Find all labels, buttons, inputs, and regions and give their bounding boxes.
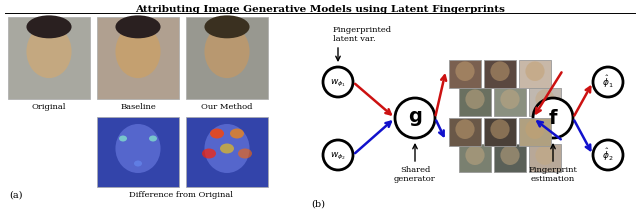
Circle shape <box>323 67 353 97</box>
FancyBboxPatch shape <box>449 118 481 146</box>
Text: $\hat{\phi}_2$: $\hat{\phi}_2$ <box>602 147 614 163</box>
Ellipse shape <box>115 25 161 78</box>
Ellipse shape <box>536 89 555 109</box>
Text: Fingerprint
estimation: Fingerprint estimation <box>529 166 577 183</box>
FancyBboxPatch shape <box>484 60 516 88</box>
FancyBboxPatch shape <box>186 17 268 99</box>
Circle shape <box>593 140 623 170</box>
Ellipse shape <box>210 128 224 138</box>
FancyBboxPatch shape <box>484 118 516 146</box>
Text: $\mathbf{f}$: $\mathbf{f}$ <box>548 110 558 128</box>
FancyBboxPatch shape <box>494 88 526 116</box>
FancyBboxPatch shape <box>519 118 551 146</box>
Ellipse shape <box>525 61 545 81</box>
FancyBboxPatch shape <box>459 144 491 172</box>
Ellipse shape <box>238 148 252 158</box>
FancyBboxPatch shape <box>529 144 561 172</box>
FancyBboxPatch shape <box>186 117 268 187</box>
Ellipse shape <box>456 119 475 139</box>
Ellipse shape <box>204 124 250 173</box>
Circle shape <box>395 98 435 138</box>
Ellipse shape <box>134 161 142 166</box>
Circle shape <box>323 140 353 170</box>
Text: Difference from Original: Difference from Original <box>129 191 233 199</box>
Text: Original: Original <box>32 103 67 111</box>
Circle shape <box>533 98 573 138</box>
FancyBboxPatch shape <box>8 17 90 99</box>
Text: Baseline: Baseline <box>120 103 156 111</box>
FancyBboxPatch shape <box>519 60 551 88</box>
FancyBboxPatch shape <box>494 144 526 172</box>
FancyBboxPatch shape <box>459 88 491 116</box>
Text: Attributing Image Generative Models using Latent Fingerprints: Attributing Image Generative Models usin… <box>135 5 505 14</box>
Ellipse shape <box>115 124 161 173</box>
Ellipse shape <box>204 15 250 38</box>
Ellipse shape <box>465 89 484 109</box>
Ellipse shape <box>500 89 520 109</box>
Ellipse shape <box>465 145 484 165</box>
Ellipse shape <box>220 143 234 153</box>
Text: (b): (b) <box>311 200 325 209</box>
Ellipse shape <box>536 145 555 165</box>
Text: $\mathbf{g}$: $\mathbf{g}$ <box>408 110 422 128</box>
FancyBboxPatch shape <box>97 17 179 99</box>
Ellipse shape <box>500 145 520 165</box>
Ellipse shape <box>456 61 475 81</box>
Ellipse shape <box>490 119 509 139</box>
Text: (a): (a) <box>9 191 23 200</box>
Ellipse shape <box>115 15 161 38</box>
Ellipse shape <box>26 15 72 38</box>
Ellipse shape <box>490 61 509 81</box>
Ellipse shape <box>204 25 250 78</box>
Text: Fingerprinted
latent var.: Fingerprinted latent var. <box>333 26 392 43</box>
Text: Shared
generator: Shared generator <box>394 166 436 183</box>
FancyBboxPatch shape <box>529 88 561 116</box>
Ellipse shape <box>149 135 157 141</box>
Ellipse shape <box>26 25 72 78</box>
Circle shape <box>593 67 623 97</box>
FancyBboxPatch shape <box>97 117 179 187</box>
Ellipse shape <box>230 128 244 138</box>
Text: Our Method: Our Method <box>201 103 253 111</box>
Ellipse shape <box>202 148 216 158</box>
Text: $w_{\phi_1}$: $w_{\phi_1}$ <box>330 77 346 89</box>
Text: $\hat{\phi}_1$: $\hat{\phi}_1$ <box>602 74 614 90</box>
Ellipse shape <box>525 119 545 139</box>
Ellipse shape <box>119 135 127 141</box>
FancyBboxPatch shape <box>449 60 481 88</box>
Text: $w_{\phi_2}$: $w_{\phi_2}$ <box>330 150 346 162</box>
